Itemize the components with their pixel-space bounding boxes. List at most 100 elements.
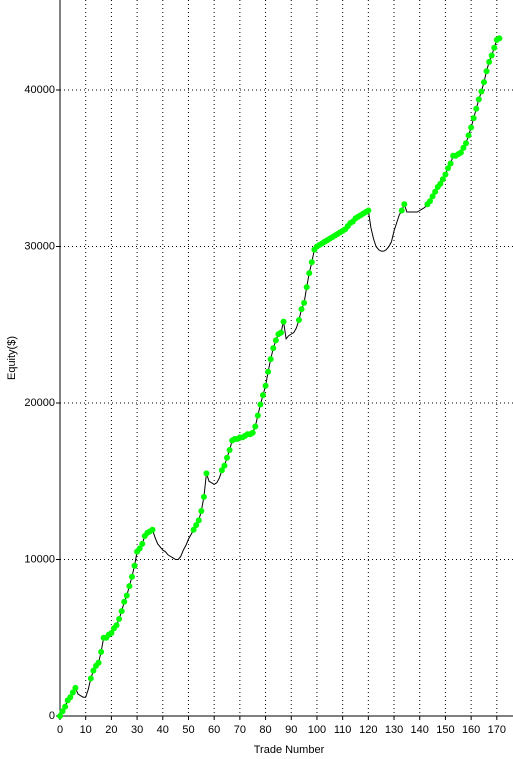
new-high-marker bbox=[475, 96, 482, 103]
x-tick-label: 60 bbox=[208, 724, 220, 736]
new-high-marker bbox=[298, 306, 305, 313]
new-high-marker bbox=[277, 329, 284, 336]
new-high-marker bbox=[123, 592, 130, 599]
new-high-marker bbox=[427, 198, 434, 205]
x-tick-label: 0 bbox=[57, 724, 63, 736]
new-high-marker bbox=[118, 608, 125, 615]
y-tick-label: 20000 bbox=[24, 397, 55, 409]
new-high-marker bbox=[193, 522, 200, 529]
new-high-marker bbox=[462, 140, 469, 147]
new-high-marker bbox=[69, 689, 76, 696]
x-tick-label: 80 bbox=[259, 724, 271, 736]
new-high-marker bbox=[67, 694, 74, 701]
new-high-marker bbox=[190, 526, 197, 533]
new-high-marker bbox=[401, 201, 408, 208]
x-tick-label: 20 bbox=[105, 724, 117, 736]
x-tick-label: 150 bbox=[436, 724, 454, 736]
new-high-marker bbox=[267, 356, 274, 363]
x-tick-label: 70 bbox=[234, 724, 246, 736]
new-high-marker bbox=[59, 708, 66, 715]
new-high-marker bbox=[200, 493, 207, 500]
new-high-marker bbox=[221, 462, 228, 469]
y-tick-label: 30000 bbox=[24, 240, 55, 252]
new-high-marker bbox=[442, 171, 449, 178]
x-tick-label: 30 bbox=[131, 724, 143, 736]
new-high-marker bbox=[301, 299, 308, 306]
new-high-marker bbox=[483, 68, 490, 75]
new-high-marker bbox=[478, 88, 485, 95]
x-tick-label: 100 bbox=[308, 724, 326, 736]
new-high-marker bbox=[72, 684, 79, 691]
new-high-marker bbox=[265, 368, 272, 375]
new-high-marker bbox=[295, 317, 302, 324]
x-tick-label: 90 bbox=[285, 724, 297, 736]
new-high-marker bbox=[90, 667, 97, 674]
x-tick-label: 160 bbox=[462, 724, 480, 736]
new-high-marker bbox=[432, 188, 439, 195]
new-high-marker bbox=[262, 382, 269, 389]
y-tick-label: 10000 bbox=[24, 553, 55, 565]
new-high-marker bbox=[444, 165, 451, 172]
equity-line bbox=[59, 37, 500, 717]
new-high-marker bbox=[486, 58, 493, 65]
new-high-marker bbox=[254, 412, 261, 419]
new-high-marker bbox=[108, 630, 115, 637]
new-high-marker bbox=[473, 105, 480, 112]
new-high-marker bbox=[226, 446, 233, 453]
new-high-marker bbox=[113, 622, 120, 629]
new-high-marker bbox=[491, 44, 498, 51]
new-high-marker bbox=[303, 284, 310, 291]
new-high-marker bbox=[136, 545, 143, 552]
x-tick-label: 50 bbox=[182, 724, 194, 736]
new-high-marker bbox=[398, 207, 405, 214]
new-high-marker bbox=[437, 180, 444, 187]
new-high-marker bbox=[270, 345, 277, 352]
new-high-marker bbox=[57, 713, 63, 719]
y-tick-label: 0 bbox=[49, 710, 55, 722]
new-high-marker bbox=[470, 115, 477, 122]
new-high-marker bbox=[218, 467, 225, 474]
new-high-marker bbox=[62, 703, 69, 710]
new-high-marker bbox=[439, 176, 446, 183]
new-high-marker bbox=[480, 79, 487, 86]
new-high-marker bbox=[496, 35, 503, 42]
new-high-marker bbox=[121, 598, 128, 605]
new-high-marker bbox=[272, 337, 279, 344]
x-tick-label: 140 bbox=[411, 724, 429, 736]
new-high-marker bbox=[306, 270, 313, 277]
new-high-marker bbox=[429, 193, 436, 200]
new-high-marker bbox=[259, 392, 266, 399]
new-high-marker bbox=[280, 318, 287, 325]
new-high-marker bbox=[249, 429, 256, 436]
new-high-marker bbox=[98, 648, 105, 655]
new-high-marker bbox=[457, 149, 464, 156]
y-axis-label: Equity($) bbox=[6, 336, 18, 380]
new-high-marker bbox=[365, 207, 372, 214]
new-high-marker bbox=[252, 423, 259, 430]
new-high-marker bbox=[139, 540, 146, 547]
x-tick-label: 130 bbox=[385, 724, 403, 736]
new-high-marker bbox=[126, 583, 133, 590]
new-high-marker bbox=[488, 52, 495, 59]
x-tick-label: 120 bbox=[359, 724, 377, 736]
new-high-marker bbox=[198, 507, 205, 514]
new-high-marker bbox=[465, 132, 472, 139]
y-tick-label: 40000 bbox=[24, 84, 55, 96]
x-tick-label: 110 bbox=[334, 724, 352, 736]
new-high-marker bbox=[460, 144, 467, 151]
x-tick-label: 40 bbox=[157, 724, 169, 736]
new-high-marker bbox=[468, 124, 475, 131]
new-high-marker bbox=[203, 470, 210, 477]
x-tick-label: 10 bbox=[80, 724, 92, 736]
new-high-marker bbox=[224, 454, 231, 461]
new-high-marker bbox=[116, 615, 123, 622]
new-high-marker bbox=[308, 259, 315, 266]
new-high-marker bbox=[195, 517, 202, 524]
new-high-marker bbox=[87, 675, 94, 682]
new-high-marker bbox=[257, 401, 264, 408]
new-high-marker bbox=[95, 659, 102, 666]
new-high-marker bbox=[128, 573, 135, 580]
x-tick-label: 170 bbox=[488, 724, 506, 736]
new-high-marker bbox=[131, 562, 138, 569]
